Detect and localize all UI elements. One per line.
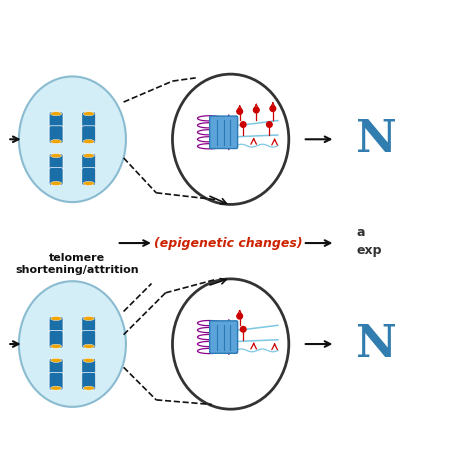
- Ellipse shape: [19, 76, 126, 202]
- FancyBboxPatch shape: [49, 358, 63, 376]
- Ellipse shape: [51, 139, 62, 144]
- FancyBboxPatch shape: [49, 154, 63, 172]
- FancyBboxPatch shape: [82, 154, 96, 172]
- Ellipse shape: [83, 386, 94, 390]
- Text: telomere
shortening/attrition: telomere shortening/attrition: [15, 253, 139, 275]
- Circle shape: [254, 107, 259, 113]
- Ellipse shape: [83, 317, 94, 320]
- Ellipse shape: [51, 317, 62, 320]
- Ellipse shape: [51, 344, 62, 348]
- Text: a: a: [356, 226, 365, 239]
- Text: exp: exp: [356, 245, 382, 257]
- Ellipse shape: [51, 154, 62, 158]
- FancyBboxPatch shape: [82, 168, 96, 185]
- Ellipse shape: [83, 139, 94, 144]
- Ellipse shape: [83, 182, 94, 185]
- FancyBboxPatch shape: [82, 330, 96, 348]
- Text: N: N: [356, 322, 397, 365]
- FancyBboxPatch shape: [49, 168, 63, 185]
- Text: N: N: [356, 118, 397, 161]
- Circle shape: [240, 327, 246, 332]
- Ellipse shape: [173, 74, 289, 204]
- FancyBboxPatch shape: [82, 126, 96, 144]
- Ellipse shape: [51, 386, 62, 390]
- FancyBboxPatch shape: [49, 317, 63, 334]
- Circle shape: [237, 313, 243, 319]
- Circle shape: [237, 109, 243, 114]
- FancyBboxPatch shape: [49, 126, 63, 144]
- FancyBboxPatch shape: [82, 112, 96, 129]
- Ellipse shape: [173, 279, 289, 409]
- FancyBboxPatch shape: [210, 116, 237, 148]
- FancyBboxPatch shape: [82, 358, 96, 376]
- Circle shape: [266, 122, 272, 128]
- Circle shape: [240, 122, 246, 128]
- FancyBboxPatch shape: [82, 317, 96, 334]
- Ellipse shape: [51, 358, 62, 363]
- FancyBboxPatch shape: [210, 321, 237, 353]
- Ellipse shape: [83, 344, 94, 348]
- Ellipse shape: [83, 358, 94, 363]
- Ellipse shape: [83, 154, 94, 158]
- Ellipse shape: [19, 281, 126, 407]
- FancyBboxPatch shape: [49, 112, 63, 129]
- FancyBboxPatch shape: [82, 373, 96, 390]
- Ellipse shape: [83, 112, 94, 116]
- FancyBboxPatch shape: [49, 330, 63, 348]
- Circle shape: [270, 106, 276, 111]
- Ellipse shape: [51, 182, 62, 185]
- Ellipse shape: [51, 112, 62, 116]
- Text: (epigenetic changes): (epigenetic changes): [154, 237, 302, 249]
- FancyBboxPatch shape: [49, 373, 63, 390]
